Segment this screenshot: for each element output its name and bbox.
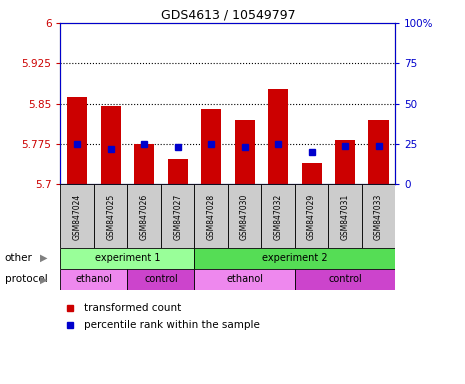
Text: GSM847025: GSM847025 xyxy=(106,194,115,240)
Text: GSM847033: GSM847033 xyxy=(374,194,383,240)
Text: other: other xyxy=(5,253,33,263)
Text: GSM847029: GSM847029 xyxy=(307,194,316,240)
Text: GSM847027: GSM847027 xyxy=(173,194,182,240)
Bar xyxy=(60,184,94,248)
Text: experiment 1: experiment 1 xyxy=(95,253,160,263)
Text: ▶: ▶ xyxy=(40,253,47,263)
Bar xyxy=(127,184,161,248)
Text: percentile rank within the sample: percentile rank within the sample xyxy=(84,320,260,330)
Bar xyxy=(60,248,194,269)
Bar xyxy=(268,89,288,184)
Text: GSM847030: GSM847030 xyxy=(240,194,249,240)
Text: protocol: protocol xyxy=(5,274,47,285)
Bar xyxy=(134,144,154,184)
Bar xyxy=(60,269,127,290)
Text: control: control xyxy=(328,274,362,285)
Bar xyxy=(194,184,228,248)
Text: GSM847026: GSM847026 xyxy=(140,194,149,240)
Bar xyxy=(261,184,295,248)
Text: ethanol: ethanol xyxy=(75,274,113,285)
Title: GDS4613 / 10549797: GDS4613 / 10549797 xyxy=(160,9,295,22)
Bar xyxy=(368,120,389,184)
Bar xyxy=(228,184,261,248)
Text: control: control xyxy=(144,274,178,285)
Text: ethanol: ethanol xyxy=(226,274,263,285)
Bar xyxy=(201,109,221,184)
Bar xyxy=(194,248,395,269)
Text: experiment 2: experiment 2 xyxy=(262,253,328,263)
Bar xyxy=(127,269,194,290)
Bar xyxy=(362,184,395,248)
Bar xyxy=(94,184,127,248)
Bar xyxy=(295,184,328,248)
Bar xyxy=(234,120,255,184)
Bar xyxy=(328,184,362,248)
Bar xyxy=(167,159,188,184)
Bar xyxy=(335,140,355,184)
Text: transformed count: transformed count xyxy=(84,303,181,313)
Bar xyxy=(194,269,295,290)
Bar xyxy=(301,163,322,184)
Bar xyxy=(161,184,194,248)
Text: GSM847028: GSM847028 xyxy=(206,194,216,240)
Bar xyxy=(100,106,121,184)
Text: GSM847032: GSM847032 xyxy=(273,194,283,240)
Text: ▶: ▶ xyxy=(40,274,47,285)
Text: GSM847031: GSM847031 xyxy=(340,194,350,240)
Bar xyxy=(67,97,87,184)
Text: GSM847024: GSM847024 xyxy=(73,194,82,240)
Bar xyxy=(295,269,395,290)
